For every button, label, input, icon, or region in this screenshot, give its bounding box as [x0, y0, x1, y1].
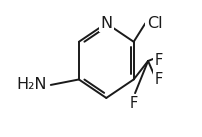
- Text: Cl: Cl: [146, 16, 162, 31]
- Text: H₂N: H₂N: [16, 77, 46, 92]
- Text: F: F: [154, 72, 162, 87]
- Text: F: F: [154, 53, 162, 68]
- Text: F: F: [129, 96, 137, 111]
- Text: N: N: [100, 16, 112, 31]
